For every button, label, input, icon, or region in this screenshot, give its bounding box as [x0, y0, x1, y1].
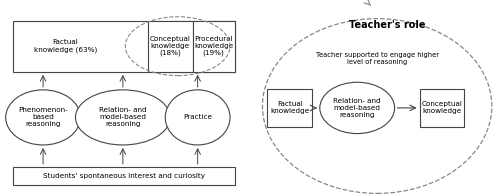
- Text: Teacher's role: Teacher's role: [349, 20, 426, 30]
- Text: Conceptual
knowledge: Conceptual knowledge: [422, 101, 463, 114]
- Ellipse shape: [320, 82, 394, 133]
- Text: Relation- and
model-based
reasoning: Relation- and model-based reasoning: [334, 98, 381, 118]
- Text: Factual
knowledge: Factual knowledge: [270, 101, 310, 114]
- FancyBboxPatch shape: [420, 89, 465, 127]
- Text: Phenomenon-
based
reasoning: Phenomenon- based reasoning: [18, 107, 68, 127]
- FancyBboxPatch shape: [192, 21, 235, 72]
- Text: Conceptual
knowledge
(18%): Conceptual knowledge (18%): [150, 36, 190, 56]
- Ellipse shape: [165, 90, 230, 145]
- Text: Relation- and
model-based
reasoning: Relation- and model-based reasoning: [99, 107, 146, 127]
- Text: Factual
knowledge (63%): Factual knowledge (63%): [34, 39, 97, 53]
- Text: Students' spontaneous interest and curiosity: Students' spontaneous interest and curio…: [43, 173, 205, 179]
- Text: Teacher supported to engage higher
level of reasoning: Teacher supported to engage higher level…: [316, 52, 438, 65]
- Ellipse shape: [6, 90, 80, 145]
- Text: Procedural
knowledge
(19%): Procedural knowledge (19%): [194, 36, 233, 56]
- FancyBboxPatch shape: [268, 89, 312, 127]
- FancyBboxPatch shape: [148, 21, 192, 72]
- FancyBboxPatch shape: [13, 21, 235, 72]
- Ellipse shape: [76, 90, 170, 145]
- FancyBboxPatch shape: [13, 167, 235, 185]
- Text: Practice: Practice: [183, 114, 212, 120]
